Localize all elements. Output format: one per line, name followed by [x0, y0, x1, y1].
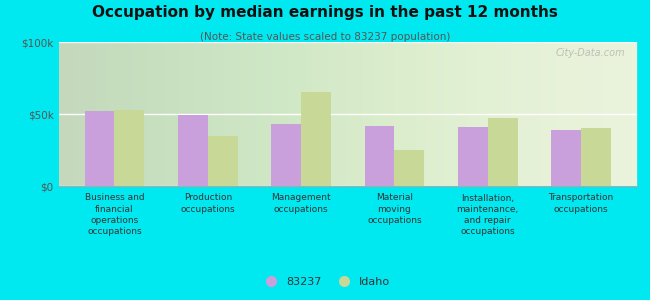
Text: Occupation by median earnings in the past 12 months: Occupation by median earnings in the pas… [92, 4, 558, 20]
Text: Installation,
maintenance,
and repair
occupations: Installation, maintenance, and repair oc… [456, 194, 519, 236]
Text: Production
occupations: Production occupations [181, 194, 235, 214]
Text: Material
moving
occupations: Material moving occupations [367, 194, 422, 225]
Bar [458, 127, 488, 186]
Bar [114, 110, 144, 186]
Bar [551, 130, 581, 186]
Text: City-Data.com: City-Data.com [556, 48, 625, 58]
Bar [271, 124, 301, 186]
Text: Management
occupations: Management occupations [271, 194, 331, 214]
Bar [365, 125, 395, 186]
Bar [208, 136, 238, 186]
Bar [395, 150, 424, 186]
Bar [178, 116, 208, 186]
Bar [84, 111, 114, 186]
Text: Transportation
occupations: Transportation occupations [549, 194, 614, 214]
Text: Business and
financial
operations
occupations: Business and financial operations occupa… [84, 194, 144, 236]
Bar [488, 118, 517, 186]
Bar [301, 92, 331, 186]
Legend: 83237, Idaho: 83237, Idaho [255, 273, 395, 291]
Bar [581, 128, 611, 186]
Text: (Note: State values scaled to 83237 population): (Note: State values scaled to 83237 popu… [200, 32, 450, 41]
